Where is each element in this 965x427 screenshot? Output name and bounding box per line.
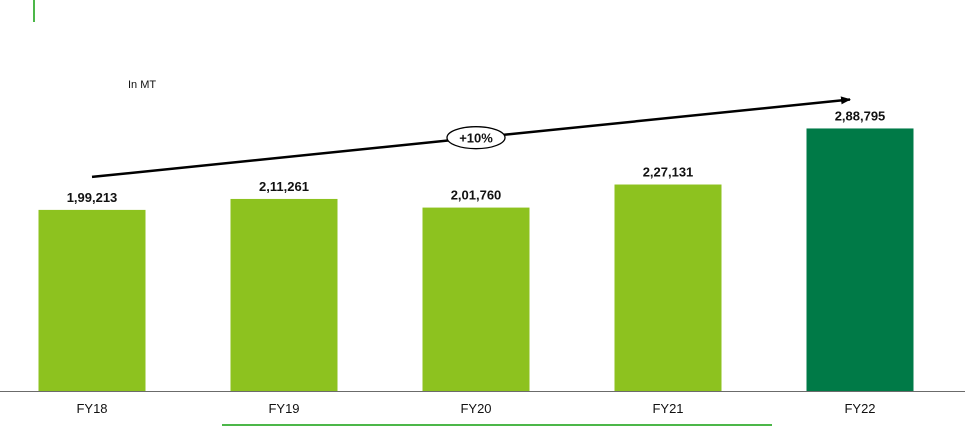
data-label-fy21: 2,27,131 — [643, 165, 694, 180]
x-tick-label-fy21: FY21 — [652, 401, 683, 416]
growth-badge — [446, 126, 506, 150]
x-tick-label-fy20: FY20 — [460, 401, 491, 416]
data-label-fy22: 2,88,795 — [835, 108, 886, 123]
growth-label: +10% — [459, 131, 493, 146]
unit-label: In MT — [128, 79, 157, 91]
data-label-fy20: 2,01,760 — [451, 188, 502, 203]
x-tick-label-fy22: FY22 — [844, 401, 875, 416]
bar-fy20 — [422, 207, 530, 391]
accent-line-top — [33, 0, 35, 22]
bar-fy19 — [230, 198, 338, 391]
x-tick-label-fy19: FY19 — [268, 401, 299, 416]
data-label-fy19: 2,11,261 — [259, 179, 309, 194]
accent-line-bottom — [222, 424, 772, 426]
bar-fy22 — [806, 128, 914, 391]
data-label-fy18: 1,99,213 — [67, 190, 118, 205]
bar-fy18 — [38, 209, 146, 391]
x-tick-label-fy18: FY18 — [76, 401, 107, 416]
bar-fy21 — [614, 184, 722, 391]
